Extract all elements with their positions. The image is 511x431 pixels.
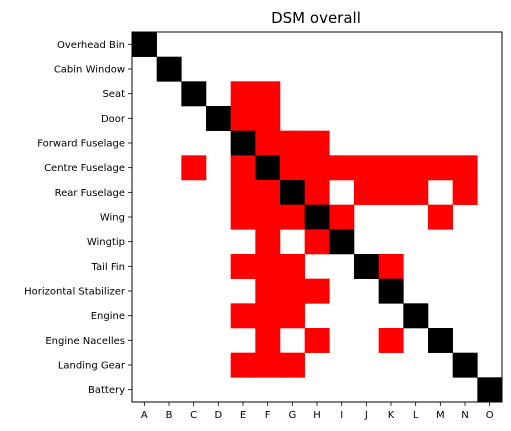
x-axis-ticks: A B C D E F G H I J K L M N O: [141, 402, 494, 421]
y-tick-label: Battery: [88, 385, 125, 396]
heatmap-cell-centre-fuselage-j: [354, 155, 379, 181]
y-tick-label: Rear Fuselage: [55, 188, 125, 199]
y-tick-label: Seat: [102, 89, 125, 100]
heatmap-cell-rear-fuselage-l: [403, 180, 429, 205]
heatmap-cell-horizontal-stabilizer-g: [280, 278, 305, 304]
heatmap-cell-engine-f: [255, 303, 281, 329]
y-tick-label: Overhead Bin: [57, 40, 125, 51]
heatmap-cell-rear-fuselage-n: [452, 180, 478, 205]
heatmap-cell-door-f: [255, 106, 281, 131]
heatmap-cell-tail-fin-j: [354, 254, 379, 279]
heatmap-cell-forward-fuselage-f: [255, 130, 281, 156]
heatmap-cell-wingtip-f: [255, 229, 281, 255]
heatmap-cell-wing-i: [329, 204, 355, 230]
heatmap-cell-tail-fin-g: [280, 254, 305, 279]
heatmap-cell-centre-fuselage-h: [304, 155, 330, 181]
heatmap-cell-wing-f: [255, 204, 281, 230]
heatmap-cell-centre-fuselage-m: [428, 155, 453, 181]
x-tick-label: G: [288, 410, 296, 421]
heatmap-cell-horizontal-stabilizer-f: [255, 278, 281, 304]
heatmap-cell-door-e: [230, 106, 256, 131]
heatmap-cell-centre-fuselage-g: [280, 155, 305, 181]
heatmap-cell-centre-fuselage-l: [403, 155, 429, 181]
heatmap-cell-forward-fuselage-h: [304, 130, 330, 156]
y-tick-label: Forward Fuselage: [37, 139, 125, 150]
heatmap-cell-engine-nacelles-f: [255, 328, 281, 353]
x-tick-label: K: [388, 410, 395, 421]
x-tick-label: D: [214, 410, 222, 421]
heatmap-cell-rear-fuselage-f: [255, 180, 281, 205]
heatmap-cell-landing-gear-g: [280, 352, 305, 378]
y-tick-label: Door: [101, 114, 126, 125]
heatmap-cell-engine-e: [230, 303, 256, 329]
heatmap-cell-centre-fuselage-i: [329, 155, 355, 181]
chart-title: DSM overall: [271, 9, 361, 27]
y-tick-label: Landing Gear: [58, 361, 126, 372]
x-tick-label: A: [141, 410, 148, 421]
heatmap-cell-seat-c: [181, 81, 207, 107]
x-tick-label: I: [340, 410, 343, 421]
heatmap-cell-horizontal-stabilizer-h: [304, 278, 330, 304]
y-tick-label: Horizontal Stabilizer: [24, 287, 126, 298]
heatmap-cell-seat-f: [255, 81, 281, 107]
heatmap-cell-battery-o: [477, 377, 503, 403]
y-axis-ticks: Overhead Bin Cabin Window Seat Door Forward …: [24, 40, 132, 396]
y-tick-label: Centre Fuselage: [44, 163, 125, 174]
heatmap-cell-rear-fuselage-h: [304, 180, 330, 205]
heatmap-cell-tail-fin-f: [255, 254, 281, 279]
x-tick-label: H: [313, 410, 321, 421]
heatmap-cell-cabin-window-b: [156, 56, 182, 82]
heatmap-cell-centre-fuselage-e: [230, 155, 256, 181]
heatmap-cell-door-d: [206, 106, 231, 131]
heatmap-cell-rear-fuselage-g: [280, 180, 305, 205]
heatmap-cell-rear-fuselage-k: [378, 180, 404, 205]
heatmap-cell-centre-fuselage-c: [181, 155, 207, 181]
heatmap-cell-centre-fuselage-k: [378, 155, 404, 181]
x-tick-label: C: [190, 410, 197, 421]
heatmap-cell-forward-fuselage-g: [280, 130, 305, 156]
heatmap-cell-wing-m: [428, 204, 453, 230]
heatmap-cell-centre-fuselage-f: [255, 155, 281, 181]
x-tick-label: E: [240, 410, 246, 421]
x-tick-label: L: [413, 410, 419, 421]
heatmap-cell-forward-fuselage-e: [230, 130, 256, 156]
y-tick-label: Tail Fin: [91, 262, 125, 273]
y-tick-label: Engine Nacelles: [45, 336, 125, 347]
heatmap-cell-landing-gear-f: [255, 352, 281, 378]
heatmap-cell-landing-gear-n: [452, 352, 478, 378]
x-tick-label: J: [364, 410, 368, 421]
heatmap-cell-rear-fuselage-e: [230, 180, 256, 205]
heatmap-cell-horizontal-stabilizer-k: [378, 278, 404, 304]
heatmap-cell-wing-h: [304, 204, 330, 230]
heatmap-cell-overhead-bin-a: [132, 32, 157, 57]
heatmap-cell-engine-nacelles-m: [428, 328, 453, 353]
heatmap-cell-engine-nacelles-k: [378, 328, 404, 353]
heatmap-cell-wing-g: [280, 204, 305, 230]
heatmap-cell-wing-e: [230, 204, 256, 230]
heatmap-cell-tail-fin-e: [230, 254, 256, 279]
heatmap-cell-tail-fin-k: [378, 254, 404, 279]
x-tick-label: M: [436, 410, 445, 421]
heatmap-cell-rear-fuselage-j: [354, 180, 379, 205]
heatmap-cell-wingtip-i: [329, 229, 355, 255]
heatmap-cell-wingtip-h: [304, 229, 330, 255]
heatmap-cells: [132, 32, 503, 403]
plot-frame: [131, 31, 503, 403]
heatmap-cell-landing-gear-e: [230, 352, 256, 378]
heatmap-cell-engine-l: [403, 303, 429, 329]
x-tick-label: O: [486, 410, 494, 421]
y-tick-label: Cabin Window: [54, 65, 125, 76]
y-tick-label: Wing: [100, 213, 125, 224]
x-tick-label: F: [265, 410, 271, 421]
y-tick-label: Wingtip: [87, 237, 125, 248]
heatmap-cell-engine-g: [280, 303, 305, 329]
heatmap-cell-engine-nacelles-h: [304, 328, 330, 353]
heatmap-cell-seat-e: [230, 81, 256, 107]
x-tick-label: N: [461, 410, 468, 421]
heatmap-cell-centre-fuselage-n: [452, 155, 478, 181]
x-tick-label: B: [166, 410, 173, 421]
y-tick-label: Engine: [91, 311, 125, 322]
